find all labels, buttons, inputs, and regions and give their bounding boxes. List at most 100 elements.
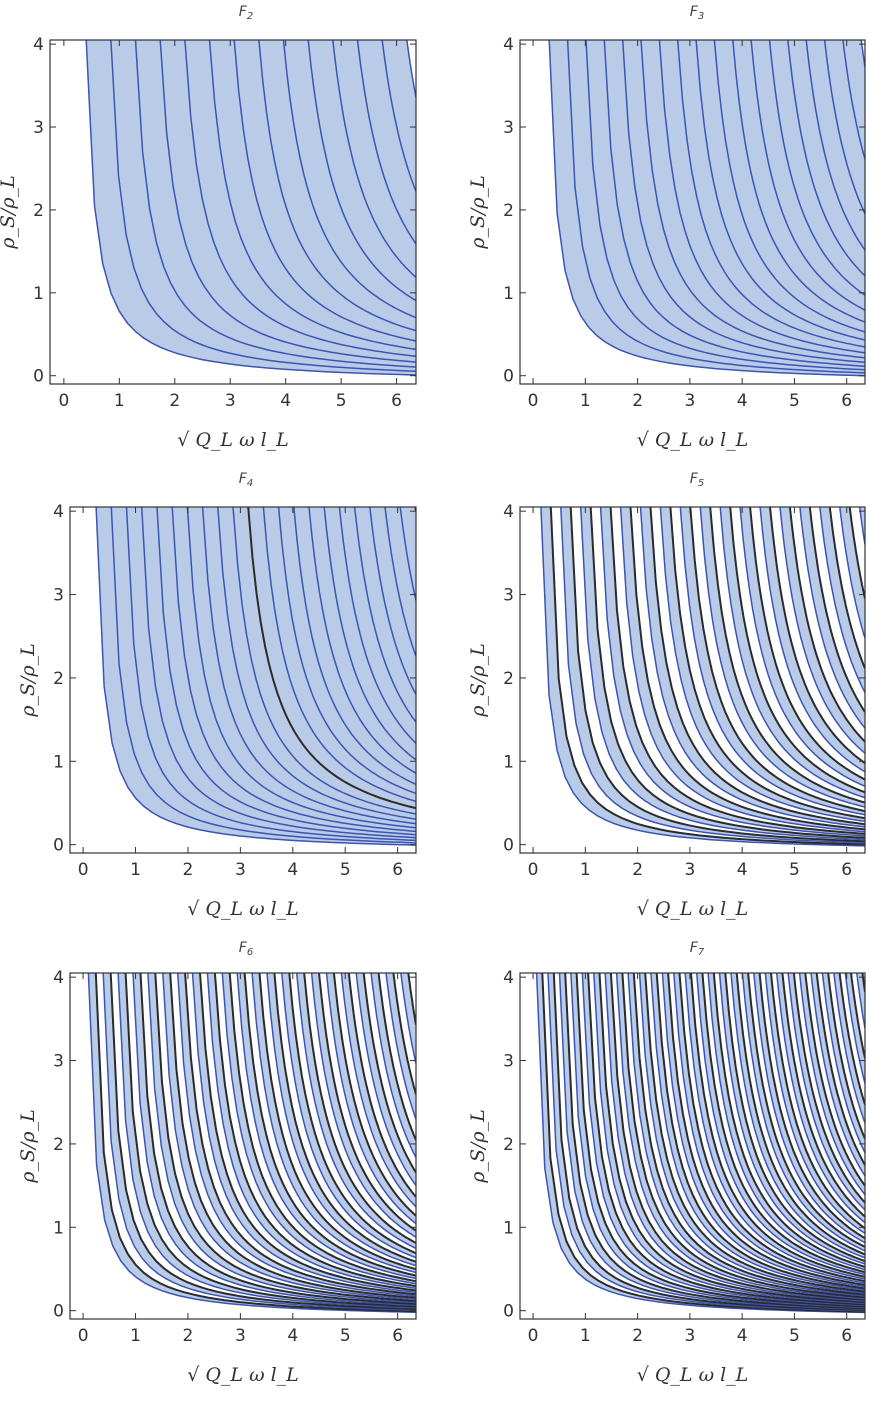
curve [323,507,416,761]
curve [676,40,865,348]
curve [689,507,865,813]
x-tick-label: 5 [340,860,351,880]
shaded-region [833,973,865,1123]
curve [598,973,865,1304]
curve [569,507,865,843]
curve [356,40,416,245]
y-tick-label: 4 [53,968,64,988]
y-tick-label: 2 [503,1135,514,1155]
x-tick-label: 2 [169,391,180,411]
curve [293,507,416,785]
curve [650,973,865,1291]
plot-content [540,507,865,847]
curve [787,973,865,1211]
x-tick-label: 0 [528,391,539,411]
curve [243,973,416,1277]
curve [384,507,416,657]
curve [690,973,865,1278]
curve [140,507,416,839]
curve [838,973,865,1105]
y-tick-label: 1 [503,752,514,772]
shaded-region [209,40,416,350]
shaded-region [659,40,865,353]
curve [749,507,865,781]
curve [775,973,865,1224]
curve [547,973,865,1312]
shaded-region [819,507,865,693]
curve [308,507,416,774]
y-tick-label: 2 [503,669,514,689]
curve [699,507,865,808]
curve [332,973,416,1217]
curve [233,40,416,342]
curve [95,507,416,846]
plot-frame [519,506,866,854]
curve [667,973,865,1286]
shaded-region [400,507,416,601]
shaded-region [842,40,865,160]
curve [221,973,416,1285]
curve [281,973,416,1259]
curve [579,507,865,841]
shaded-region [673,973,865,1283]
curve [850,973,865,1059]
shaded-region [296,973,416,1249]
curve [615,973,865,1300]
x-tick-label: 4 [737,1326,748,1346]
shaded-region [281,973,416,1258]
curve [808,507,865,713]
curve [110,40,416,373]
curve [273,973,416,1263]
curve [288,973,416,1255]
y-tick-label: 3 [33,118,44,138]
y-axis-label: ρ_S/ρ_L [0,175,19,249]
curve [362,973,416,1174]
shaded-region [187,507,416,828]
curve [400,973,416,1064]
curve [548,40,865,377]
curve [236,973,416,1280]
curve [792,973,865,1204]
plot-frame [519,972,866,1320]
panel-3: 0 1 2 3 4 5 6 0 1 2 3 4 F4 √ Q_L ω l_L ρ_S/ρ_L [17,471,417,920]
curve [549,507,865,846]
curve [753,973,865,1244]
curve [399,507,416,601]
y-tick-label: 3 [503,586,514,606]
curve [855,973,865,1029]
x-tick-label: 4 [280,391,291,411]
curve [552,973,865,1311]
curve [842,40,865,160]
shaded-region [845,973,865,1084]
curve [658,40,865,354]
shaded-region [217,507,416,820]
shaded-region [696,40,865,340]
panel-title: F2 [239,4,253,22]
curve [819,507,865,693]
x-tick-label: 4 [287,860,298,880]
curve [844,973,865,1084]
curve [759,507,865,773]
plot-frame [49,39,417,385]
x-tick-label: 2 [183,1326,194,1346]
curve [798,973,865,1196]
shaded-region [382,40,416,192]
shaded-region [400,973,416,1064]
curve [208,40,416,351]
curve [385,973,416,1120]
x-tick-label: 0 [58,391,69,411]
curve [132,973,416,1307]
y-tick-label: 2 [33,201,44,221]
curve [781,973,865,1218]
curve [585,40,865,371]
y-tick-label: 4 [33,35,44,55]
curve [124,973,416,1308]
x-tick-label: 1 [130,860,141,880]
curve [87,973,416,1313]
curve [833,973,865,1124]
curve [741,973,865,1252]
curve [134,40,416,368]
x-axis-label: √ Q_L ω l_L [637,1364,749,1386]
x-tick-label: 6 [841,1326,852,1346]
panel-5: 0 1 2 3 4 5 6 0 1 2 3 4 F6 √ Q_L ω l_L ρ_S/ρ_L [17,940,417,1386]
